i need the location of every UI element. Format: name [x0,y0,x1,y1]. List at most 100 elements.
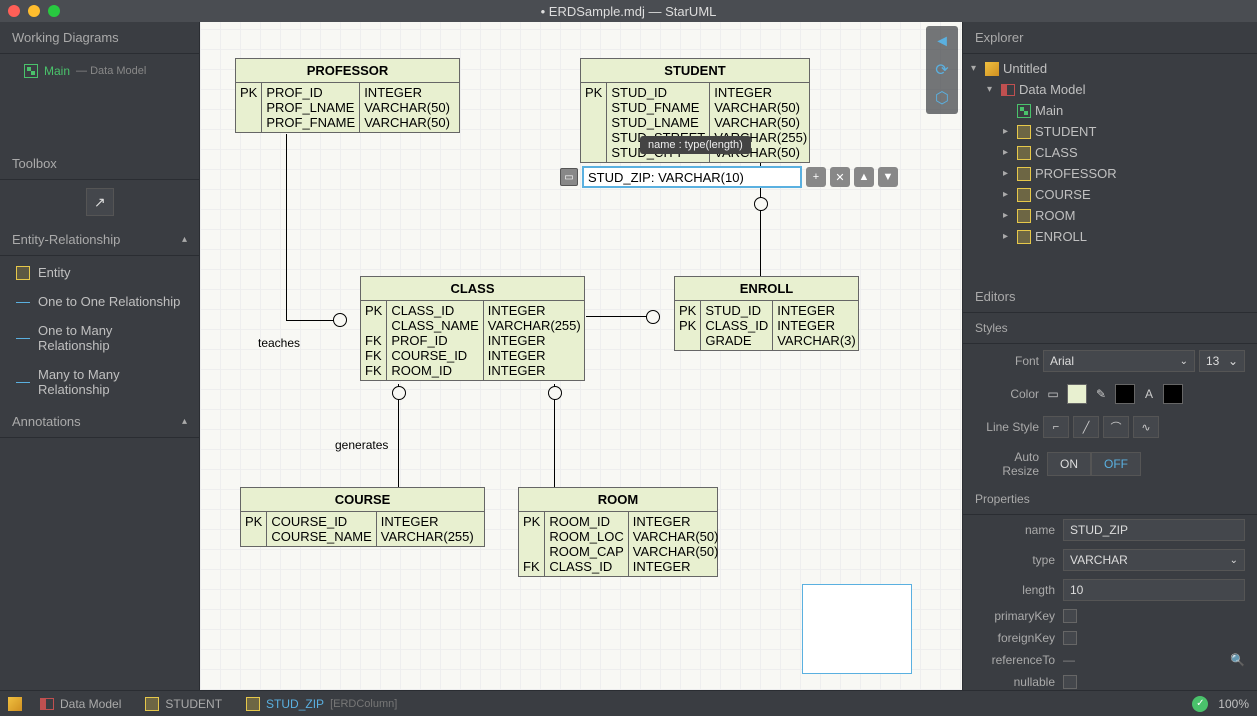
tree-datamodel[interactable]: ▾Data Model [963,79,1257,100]
tree-student[interactable]: ▸STUDENT [963,121,1257,142]
canvas-tool-layout-icon[interactable]: ⬡ [930,86,954,110]
linestyle-curve-button[interactable]: ∿ [1133,416,1159,438]
edit-add-button[interactable]: + [806,167,826,187]
prop-nullable-checkbox[interactable] [1063,675,1077,689]
canvas-tool-connector-icon[interactable]: ◄ [930,30,954,54]
prop-name-input[interactable] [1063,519,1245,541]
tree-course[interactable]: ▸COURSE [963,184,1257,205]
line-color-swatch[interactable] [1115,384,1135,404]
chevron-down-icon: ▾ [987,84,997,95]
tree-professor[interactable]: ▸PROFESSOR [963,163,1257,184]
canvas-tool-reload-icon[interactable]: ⟳ [930,58,954,82]
entity-course[interactable]: COURSEPK COURSE_IDCOURSE_NAMEINTEGERVARC… [240,487,485,547]
erd-diagram-icon [24,64,38,78]
toolbox-entity[interactable]: Entity [0,258,199,287]
prop-foreignkey-row: foreignKey [963,627,1257,649]
tree-untitled[interactable]: ▾Untitled [963,58,1257,79]
edit-up-button[interactable]: ▲ [854,167,874,187]
cursor-tool-button[interactable] [86,188,114,216]
prop-length-input[interactable] [1063,579,1245,601]
tree-enroll[interactable]: ▸ENROLL [963,226,1257,247]
fill-color-swatch[interactable] [1067,384,1087,404]
explorer-header: Explorer [963,22,1257,54]
entity-icon [145,697,159,711]
font-family-select[interactable]: Arial [1043,350,1195,372]
column-edit-input[interactable] [582,166,802,188]
text-tool-icon[interactable]: A [1139,384,1159,404]
model-icon [1001,84,1015,96]
linestyle-rect-button[interactable]: ⌐ [1043,416,1069,438]
edit-delete-button[interactable]: ✕ [830,167,850,187]
canvas[interactable]: ◄ ⟳ ⬡ teaches generates PROFESSORPK PROF… [200,22,962,690]
diagram-item-main[interactable]: Main — Data Model [0,58,199,84]
entity-class[interactable]: CLASSPK FKFKFKCLASS_IDCLASS_NAMEPROF_IDC… [360,276,585,381]
entity-enroll[interactable]: ENROLLPKPK STUD_IDCLASS_IDGRADEINTEGERIN… [674,276,859,351]
tree-room[interactable]: ▸ROOM [963,205,1257,226]
chevron-right-icon: ▸ [1003,147,1013,158]
entity-title: ROOM [519,488,717,512]
chevron-right-icon: ▸ [1003,168,1013,179]
prop-foreignkey-checkbox[interactable] [1063,631,1077,645]
model-icon [40,698,54,710]
font-label: Font [975,354,1039,368]
minimap[interactable] [802,584,912,674]
toolbox-one-to-one[interactable]: One to One Relationship [0,287,199,316]
toolbox-one-to-many[interactable]: One to Many Relationship [0,316,199,360]
properties-header: Properties [963,484,1257,515]
toolbox-header: Toolbox [0,148,199,180]
zoom-level[interactable]: 100% [1218,697,1249,711]
autoresize-off-button[interactable]: OFF [1091,452,1141,476]
rel-prof-class-end-icon [333,313,347,327]
diagram-item-sub: — Data Model [76,65,146,77]
search-icon[interactable]: 🔍 [1230,653,1245,667]
toolbox-many-to-many[interactable]: Many to Many Relationship [0,360,199,404]
text-color-swatch[interactable] [1163,384,1183,404]
tree-class[interactable]: ▸CLASS [963,142,1257,163]
column-icon [246,697,260,711]
autoresize-label: Auto Resize [975,450,1039,478]
entity-room[interactable]: ROOMPK FKROOM_IDROOM_LOCROOM_CAPCLASS_ID… [518,487,718,577]
linestyle-round-button[interactable]: ⌒ [1103,416,1129,438]
toolbox-section-annotations[interactable]: Annotations [0,406,199,438]
rel-student-enroll-end-icon [754,197,768,211]
entity-icon [1017,188,1031,202]
diagram-item-name: Main [44,64,70,78]
entity-icon [16,266,30,280]
close-window-button[interactable] [8,5,20,17]
chevron-right-icon: ▸ [1003,189,1013,200]
chevron-down-icon: ▾ [971,63,981,74]
entity-icon [1017,146,1031,160]
prop-length-row: length [963,575,1257,605]
entity-professor[interactable]: PROFESSORPK PROF_IDPROF_LNAMEPROF_FNAMEI… [235,58,460,133]
canvas-tools: ◄ ⟳ ⬡ [926,26,958,114]
toolbox-cursor-row [0,180,199,224]
autoresize-on-button[interactable]: ON [1047,452,1091,476]
toolbox-section-er[interactable]: Entity-Relationship [0,224,199,256]
styles-header: Styles [963,313,1257,344]
crumb-studzip[interactable]: STUD_ZIP[ERDColumn] [240,695,403,713]
tree-main[interactable]: Main [963,100,1257,121]
toolbox-er-list: Entity One to One Relationship One to Ma… [0,256,199,406]
linestyle-label: Line Style [975,420,1039,434]
edit-preview-icon: ▭ [560,168,578,186]
chevron-right-icon: ▸ [1003,210,1013,221]
crumb-student[interactable]: STUDENT [139,695,228,713]
validation-ok-icon[interactable]: ✓ [1192,696,1208,712]
one-to-many-icon [16,331,30,345]
entity-title: ENROLL [675,277,858,301]
line-tool-icon[interactable]: ✎ [1091,384,1111,404]
edit-down-button[interactable]: ▼ [878,167,898,187]
project-icon [8,697,22,711]
minimize-window-button[interactable] [28,5,40,17]
rel-label-generates: generates [335,438,388,452]
font-size-input[interactable]: 13⌄ [1199,350,1245,372]
linestyle-oblique-button[interactable]: ╱ [1073,416,1099,438]
fill-tool-icon[interactable]: ▭ [1043,384,1063,404]
prop-type-row: typeVARCHAR [963,545,1257,575]
prop-primarykey-checkbox[interactable] [1063,609,1077,623]
maximize-window-button[interactable] [48,5,60,17]
entity-title: CLASS [361,277,584,301]
font-row: Font Arial 13⌄ [963,344,1257,378]
crumb-datamodel[interactable]: Data Model [34,695,127,713]
prop-type-select[interactable]: VARCHAR [1063,549,1245,571]
